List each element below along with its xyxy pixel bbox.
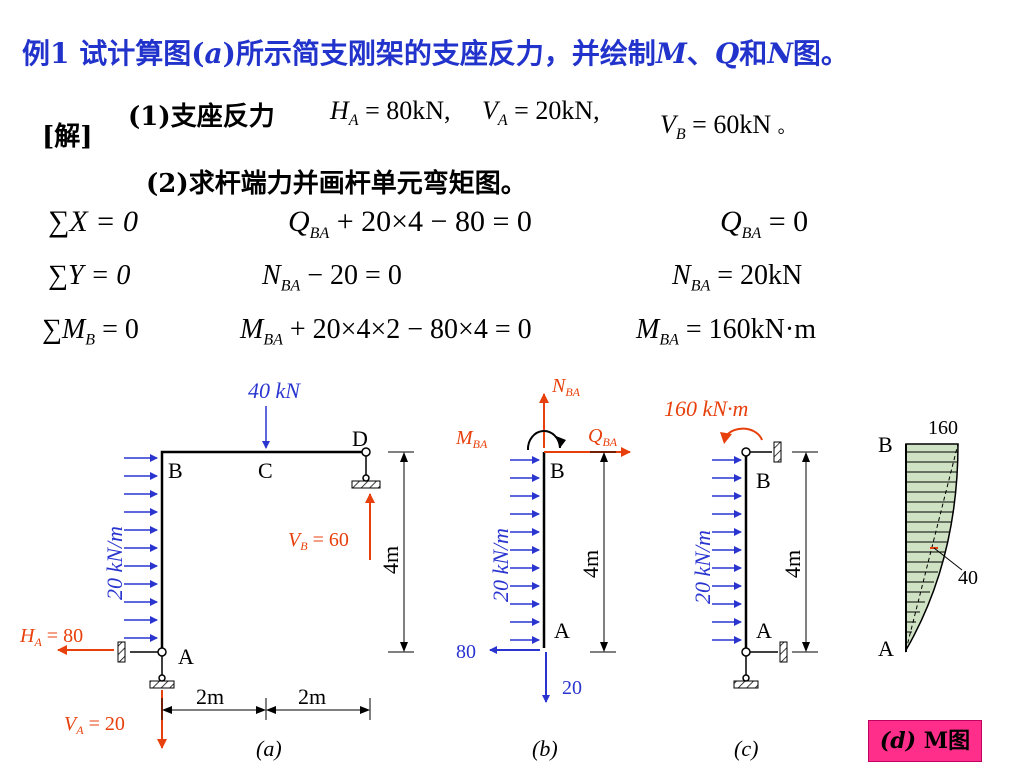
fig-d-moment-diagram bbox=[905, 443, 963, 653]
fig-a-label-d: D bbox=[352, 426, 368, 451]
fig-a-load-label: 40 kN bbox=[248, 378, 301, 403]
fig-a-dist-load: 20 kN/m bbox=[102, 526, 127, 600]
fig-a-vb: VB = 60 bbox=[288, 529, 349, 553]
fig-a-frame bbox=[57, 406, 414, 749]
fig-b-m: MBA bbox=[455, 427, 488, 451]
fig-a-dim-1: 2m bbox=[196, 684, 224, 709]
fig-b-n: NBA bbox=[551, 375, 581, 399]
fig-c-height: 4m bbox=[780, 550, 805, 578]
fig-a-label-c: C bbox=[258, 458, 273, 483]
eq-sum-y: ∑Y = 0 bbox=[48, 260, 131, 291]
step1-va: VA = 20kN, bbox=[482, 96, 600, 130]
fig-b-label-b: B bbox=[550, 458, 565, 483]
fig-d-label-a: A bbox=[878, 636, 894, 661]
eq-mba-result: MBA = 160kN·m bbox=[636, 314, 816, 349]
step2-label: (2)求杆端力并画杆单元弯矩图。 bbox=[146, 169, 527, 199]
page-title: 例1 试计算图(a)所示简支刚架的支座反力，并绘制M、Q和N图。 bbox=[22, 37, 849, 70]
fig-d-mid-value: 40 bbox=[958, 567, 978, 589]
fig-b-left-force: 80 bbox=[456, 641, 476, 663]
fig-c-dist-load: 20 kN/m bbox=[690, 530, 715, 604]
eq-qba-result: QBA = 0 bbox=[720, 205, 809, 242]
fig-b-dist-load: 20 kN/m bbox=[488, 528, 513, 602]
fig-b-label-a: A bbox=[554, 618, 570, 643]
eq-mba-balance: MBA + 20×4×2 − 80×4 = 0 bbox=[240, 314, 532, 349]
fig-a-dim-2: 2m bbox=[298, 684, 326, 709]
eq-qba-balance: QBA + 20×4 − 80 = 0 bbox=[288, 205, 532, 242]
fig-c-label-b: B bbox=[756, 468, 771, 493]
fig-b-q: QBA bbox=[588, 425, 618, 449]
eq-sum-x: ∑X = 0 bbox=[48, 205, 138, 238]
fig-c-caption: (c) bbox=[734, 736, 758, 761]
fig-c-moment: 160 kN·m bbox=[664, 396, 748, 421]
solution-label: [解] bbox=[42, 122, 93, 152]
step1-label: (1)支座反力 bbox=[128, 102, 275, 132]
fig-a-va: VA = 20 bbox=[64, 713, 125, 737]
fig-b-down-force: 20 bbox=[562, 677, 582, 699]
eq-sum-mb: ∑MB = 0 bbox=[42, 314, 139, 349]
fig-b-height: 4m bbox=[578, 550, 603, 578]
fig-b-caption: (b) bbox=[532, 736, 558, 761]
eq-nba-result: NBA = 20kN bbox=[672, 260, 803, 295]
fig-c-label-a: A bbox=[756, 618, 772, 643]
fig-d-top-value: 160 bbox=[928, 417, 958, 439]
fig-a-caption: (a) bbox=[256, 736, 282, 761]
fig-d-label-b: B bbox=[878, 432, 893, 457]
fig-a-label-b: B bbox=[168, 458, 183, 483]
fig-a-height: 4m bbox=[378, 546, 403, 574]
eq-nba-balance: NBA − 20 = 0 bbox=[262, 260, 402, 295]
step1-vb: VB = 60kN 。 bbox=[660, 110, 796, 144]
step1-ha: HA = 80kN, bbox=[330, 96, 451, 130]
fig-b-member bbox=[489, 393, 631, 703]
fig-c-member bbox=[712, 427, 818, 689]
fig-d-caption-badge: (d) M图 bbox=[868, 720, 982, 762]
fig-a-label-a: A bbox=[178, 644, 194, 669]
fig-a-ha: HA = 80 bbox=[19, 625, 83, 649]
